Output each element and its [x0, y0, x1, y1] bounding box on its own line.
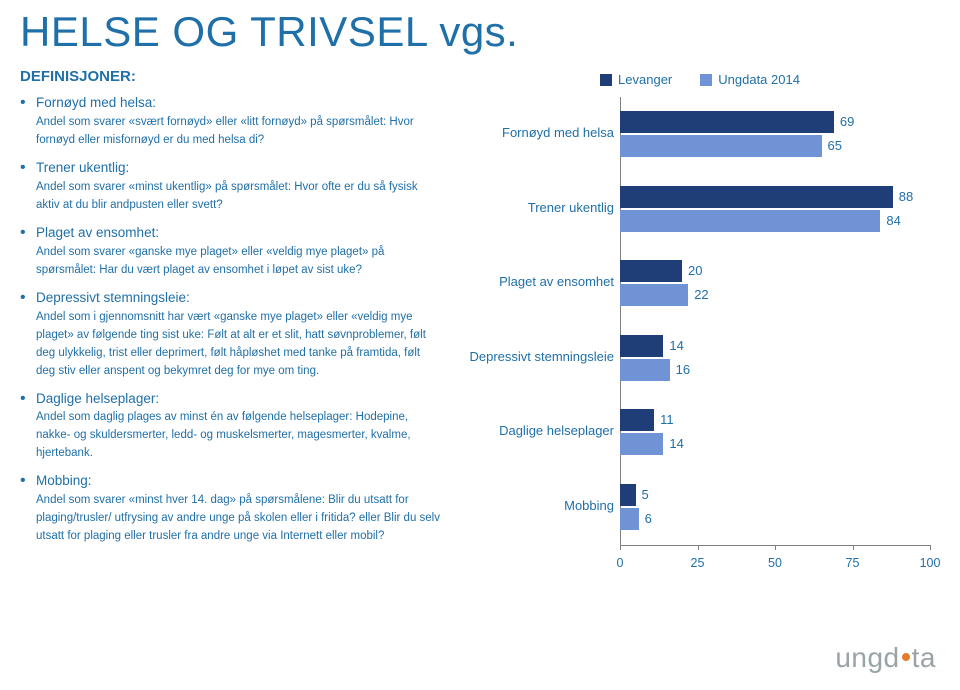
- definition-term: Fornøyd med helsa:: [36, 95, 440, 112]
- bar: 20: [620, 260, 682, 282]
- bar: 11: [620, 409, 654, 431]
- definition-desc: Andel som daglig plages av minst én av f…: [36, 411, 411, 459]
- bar: 22: [620, 284, 688, 306]
- category-label: Depressivt stemningsleie: [466, 350, 614, 365]
- bar: 14: [620, 433, 663, 455]
- bar: 69: [620, 111, 834, 133]
- x-tick-label: 75: [846, 556, 860, 570]
- page-title: HELSE OG TRIVSEL vgs.: [0, 0, 960, 68]
- legend-swatch-ungdata: [700, 74, 712, 86]
- y-axis: [620, 97, 621, 546]
- bar-value-label: 65: [822, 135, 842, 157]
- bar: 16: [620, 359, 670, 381]
- definition-term: Mobbing:: [36, 473, 440, 490]
- bar: 84: [620, 210, 880, 232]
- definition-term: Trener ukentlig:: [36, 160, 440, 177]
- horizontal-bar-chart: 0255075100Fornøyd med helsa6965Trener uk…: [460, 97, 930, 572]
- legend-label-levanger: Levanger: [618, 72, 672, 87]
- category-label: Plaget av ensomhet: [466, 275, 614, 290]
- legend-item-ungdata: Ungdata 2014: [700, 72, 800, 87]
- category-label: Fornøyd med helsa: [466, 126, 614, 141]
- legend-swatch-levanger: [600, 74, 612, 86]
- logo-dot-icon: [902, 653, 910, 661]
- x-tick: [853, 545, 854, 550]
- bar-value-label: 14: [663, 335, 683, 357]
- bar: 65: [620, 135, 822, 157]
- bar-value-label: 88: [893, 186, 913, 208]
- x-tick-label: 50: [768, 556, 782, 570]
- x-tick-label: 100: [920, 556, 941, 570]
- x-tick: [620, 545, 621, 550]
- bar-value-label: 84: [880, 210, 900, 232]
- definition-desc: Andel som svarer «minst hver 14. dag» på…: [36, 494, 440, 542]
- bar-value-label: 11: [654, 409, 674, 431]
- bar: 14: [620, 335, 663, 357]
- chart-panel: Levanger Ungdata 2014 0 25 50 75 100 Fornøyd …: [460, 68, 940, 572]
- category-label: Trener ukentlig: [466, 201, 614, 216]
- definitions-heading: DEFINISJONER:: [20, 68, 440, 85]
- bar-value-label: 69: [834, 111, 854, 133]
- definition-item: Trener ukentlig: Andel som svarer «minst …: [20, 160, 440, 213]
- x-tick: [930, 545, 931, 550]
- bar-value-label: 6: [639, 508, 652, 530]
- chart-legend: Levanger Ungdata 2014: [460, 72, 940, 87]
- ungdata-logo: ungdta: [835, 642, 936, 674]
- definition-term: Plaget av ensomhet:: [36, 225, 440, 242]
- definition-item: Daglige helseplager: Andel som daglig pla…: [20, 391, 440, 462]
- bar-value-label: 16: [670, 359, 690, 381]
- bar: 88: [620, 186, 893, 208]
- definition-desc: Andel som i gjennomsnitt har vært «gansk…: [36, 311, 426, 377]
- legend-label-ungdata: Ungdata 2014: [718, 72, 800, 87]
- definition-term: Daglige helseplager:: [36, 391, 440, 408]
- x-tick: [775, 545, 776, 550]
- definition-term: Depressivt stemningsleie:: [36, 290, 440, 307]
- bar: 6: [620, 508, 639, 530]
- x-tick-label: 0: [617, 556, 624, 570]
- x-tick-label: 25: [691, 556, 705, 570]
- x-tick: [698, 545, 699, 550]
- definition-item: Plaget av ensomhet: Andel som svarer «gan…: [20, 225, 440, 278]
- category-label: Mobbing: [466, 499, 614, 514]
- definition-item: Depressivt stemningsleie: Andel som i gje…: [20, 290, 440, 379]
- bar-value-label: 22: [688, 284, 708, 306]
- definition-item: Mobbing: Andel som svarer «minst hver 14.…: [20, 473, 440, 544]
- bar: 5: [620, 484, 636, 506]
- bar-value-label: 20: [682, 260, 702, 282]
- definition-desc: Andel som svarer «minst ukentlig» på spø…: [36, 181, 418, 211]
- bar-value-label: 5: [636, 484, 649, 506]
- definition-desc: Andel som svarer «svært fornøyd» eller «…: [36, 116, 414, 146]
- content-row: DEFINISJONER: Fornøyd med helsa: Andel so…: [0, 68, 960, 572]
- definition-desc: Andel som svarer «ganske mye plaget» ell…: [36, 246, 384, 276]
- definitions-panel: DEFINISJONER: Fornøyd med helsa: Andel so…: [20, 68, 460, 572]
- definition-item: Fornøyd med helsa: Andel som svarer «svær…: [20, 95, 440, 148]
- category-label: Daglige helseplager: [466, 424, 614, 439]
- bar-value-label: 14: [663, 433, 683, 455]
- legend-item-levanger: Levanger: [600, 72, 672, 87]
